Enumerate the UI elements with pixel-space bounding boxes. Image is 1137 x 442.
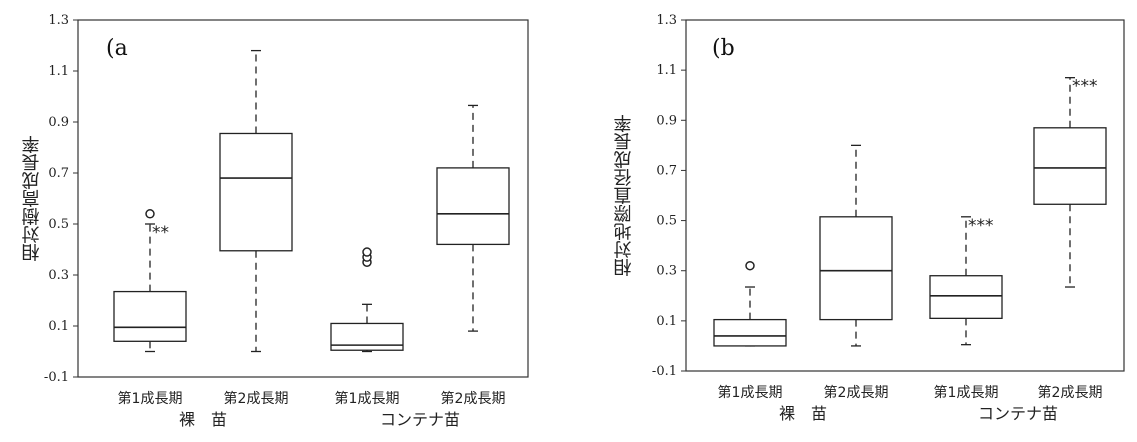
- y-tick-label: -0.1: [44, 370, 69, 385]
- x-category-label: 第2成長期: [441, 390, 506, 407]
- x-group-label: 裸 苗: [779, 404, 827, 423]
- x-category-label: 第1成長期: [335, 390, 400, 407]
- y-tick-label: 0.3: [656, 264, 677, 279]
- outlier-point: [362, 247, 372, 257]
- box-1: **: [113, 209, 187, 353]
- outlier-point: [145, 209, 155, 219]
- plot-frame: [685, 19, 1125, 372]
- box-4: ***: [1033, 77, 1107, 288]
- y-tick-label: 0.7: [48, 166, 69, 181]
- y-tick-label: 1.1: [656, 63, 677, 78]
- y-tick-label: 1.1: [48, 64, 69, 79]
- y-tick-label: 0.3: [48, 268, 69, 283]
- y-tick-label: 0.1: [48, 319, 69, 334]
- y-tick-label: 1.3: [656, 13, 677, 28]
- outlier-point: [745, 260, 755, 271]
- box-3: [330, 247, 404, 353]
- iqr-box: [113, 290, 187, 342]
- x-category-label: 第1成長期: [718, 384, 783, 401]
- iqr-box: [819, 216, 893, 321]
- y-tick-label: 1.3: [48, 13, 69, 28]
- x-category-label: 第2成長期: [1038, 384, 1103, 401]
- chart-panel-b: -0.1 0.1 0.3 0.5 0.7 0.9 1.1 1.3 相対地際直径成長率 (b *** *…: [614, 13, 1125, 423]
- y-tick-label: 0.7: [656, 163, 677, 178]
- panel-label: (b: [712, 36, 735, 61]
- box-4: [436, 104, 510, 332]
- iqr-box: [330, 322, 404, 351]
- y-axis-label: 相対樹高成長率: [22, 136, 43, 262]
- y-tick-label: 0.9: [48, 115, 69, 130]
- significance-marker: ***: [968, 216, 994, 236]
- iqr-box: [1033, 127, 1107, 205]
- significance-marker: **: [152, 223, 169, 243]
- x-group-label: コンテナ苗: [380, 410, 460, 429]
- x-category-label: 第2成長期: [824, 384, 889, 401]
- y-tick-label: -0.1: [652, 364, 677, 379]
- y-tick-label: 0.1: [656, 314, 677, 329]
- iqr-box: [929, 275, 1003, 320]
- x-category-label: 第1成長期: [118, 390, 183, 407]
- iqr-box: [436, 167, 510, 246]
- x-group-label: コンテナ苗: [978, 404, 1058, 423]
- iqr-box: [713, 318, 787, 347]
- significance-marker: ***: [1072, 77, 1098, 97]
- plot-frame: [77, 19, 529, 378]
- panel-label: (a: [106, 36, 128, 61]
- box-1: [713, 260, 787, 347]
- y-tick-label: 0.5: [656, 214, 677, 229]
- y-tick-label: 0.5: [48, 217, 69, 232]
- box-2: [219, 49, 293, 353]
- x-group-label: 裸 苗: [179, 410, 227, 429]
- y-tick-label: 0.9: [656, 113, 677, 128]
- x-category-label: 第2成長期: [224, 390, 289, 407]
- x-category-label: 第1成長期: [934, 384, 999, 401]
- iqr-box: [219, 132, 293, 252]
- y-axis-label: 相対地際直径成長率: [614, 115, 635, 277]
- box-3: ***: [929, 216, 1003, 346]
- chart-panel-a: -0.1 0.1 0.3 0.5 0.7 0.9 1.1 1.3 相対樹高成長率 (a ** 第1成長…: [22, 13, 529, 429]
- box-2: [819, 144, 893, 347]
